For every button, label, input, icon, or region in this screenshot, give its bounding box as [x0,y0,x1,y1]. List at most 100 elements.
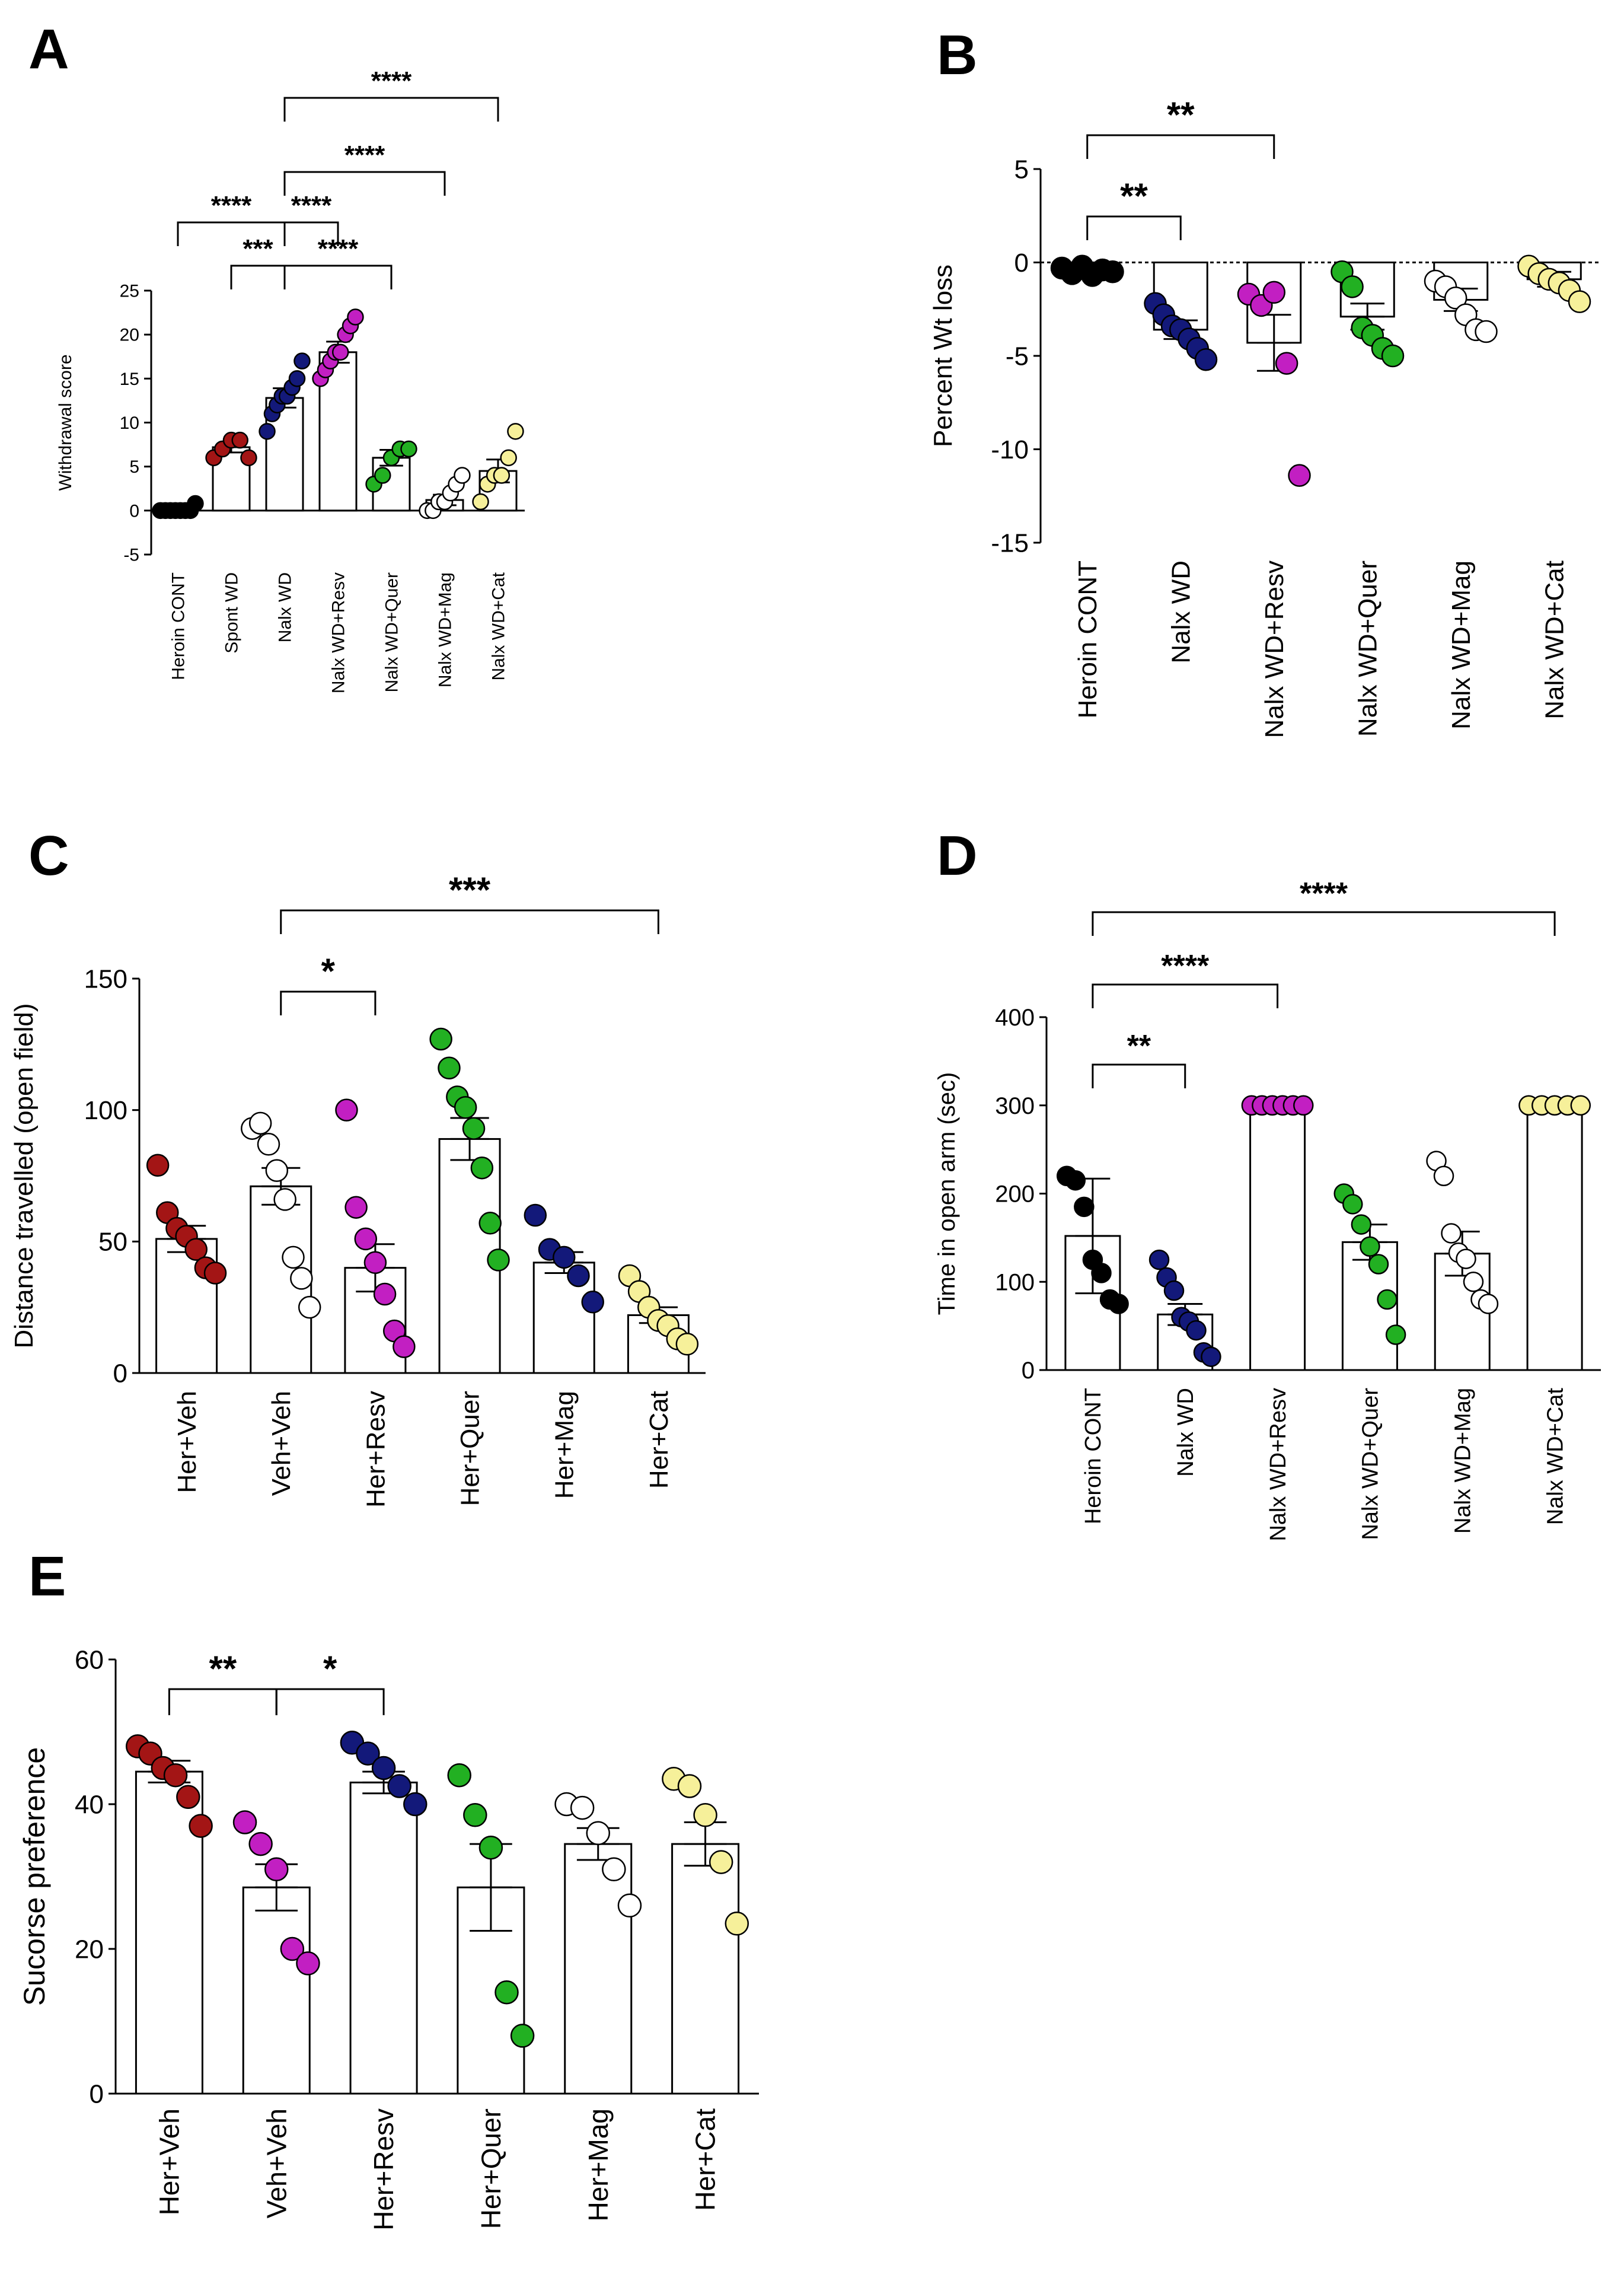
data-point [1074,1196,1095,1218]
data-point [163,1763,188,1788]
data-point [1368,1254,1389,1275]
y-tick-label: 400 [995,1005,1035,1031]
data-point [1288,464,1311,487]
data-point [1385,1324,1406,1345]
y-tick-label: 100 [84,1096,127,1125]
data-point [478,1212,502,1235]
data-point [617,1893,642,1918]
data-point [1201,1346,1221,1367]
data-point [282,1245,305,1269]
x-category-label: Nalx WD+Cat [489,572,509,680]
significance-label: * [323,1649,337,1689]
y-tick-label: 150 [84,964,127,993]
x-category-label: Nalx WD+Resv [329,572,349,693]
significance-label: **** [371,66,412,95]
data-point [232,1810,257,1834]
data-point [1568,290,1591,313]
y-tick-label: 200 [995,1181,1035,1208]
significance-bracket [283,97,499,122]
x-category-label: Nalx WD+Quer [382,572,402,693]
x-category-label: Her+Mag [583,2108,614,2221]
data-point [1463,1272,1484,1292]
significance-bracket [1092,1063,1186,1088]
panel-label-b: B [937,24,978,87]
x-category-label: Nalx WD [1167,560,1196,664]
data-point [290,1267,313,1290]
y-tick-label: 100 [995,1269,1035,1295]
significance-label: **** [1161,949,1210,983]
data-point [1163,1280,1185,1301]
chart-panel-b: -15 -10 -5 0 5 Percent Wt loss Heroin CONT Nalx… [929,95,1601,738]
x-category-label: Nalx WD+Mag [436,572,455,687]
data-point [1433,1165,1454,1186]
panel-label-e: E [28,1545,66,1608]
data-point [240,449,257,467]
data-point [259,423,276,440]
data-point [1108,1294,1129,1314]
data-point [1570,1095,1591,1116]
data-point [335,1098,358,1122]
significance-label: **** [318,234,359,263]
x-category-label: Nalx WD+Resv [1260,560,1289,738]
panel-label-d: D [937,824,978,887]
data-point [347,308,364,326]
y-tick-label: 25 [120,282,139,301]
data-point [500,449,517,467]
x-category-label: Her+Quer [455,1391,484,1506]
data-point [570,1795,595,1820]
data-point [675,1332,699,1356]
bar [1526,1104,1583,1371]
data-point [1091,1263,1112,1283]
chart-panel-e: 0 20 40 60 Sucorse preference Her+Veh Veh+Veh H… [18,1645,759,2231]
data-point [356,1741,380,1766]
x-category-label: Her+Mag [550,1391,579,1499]
y-tick-label: 5 [129,457,139,477]
data-point [586,1821,610,1846]
significance-label: ** [209,1649,237,1689]
data-point [1293,1095,1314,1116]
bar [242,1886,311,2095]
x-category-label: Nalx WD+Cat [1540,560,1569,719]
data-point [472,493,489,511]
data-point [524,1203,547,1227]
data-point [1148,1249,1170,1270]
x-category-label: Nalx WD+Quer [1354,560,1383,737]
y-axis-title: Time in open arm (sec) [934,1072,960,1315]
significance-bracket [1092,983,1279,1008]
data-point [1441,1223,1462,1244]
y-tick-label: 0 [113,1359,127,1388]
y-tick-label: 60 [75,1645,104,1674]
significance-label: ** [1120,176,1148,216]
x-category-label: Nalx WD+Resv [1266,1388,1291,1541]
data-point [1444,286,1467,310]
x-category-label: Veh+Veh [267,1391,296,1496]
data-point [553,1245,576,1269]
x-category-label: Heroin CONT [1073,560,1102,719]
data-point [331,343,349,361]
significance-bracket [283,171,446,196]
y-tick-label: -15 [991,528,1029,558]
y-tick-label: -5 [1006,342,1029,371]
data-point [693,1803,717,1827]
significance-label: ** [1167,95,1195,135]
data-point [231,431,248,449]
bar [1249,1104,1306,1371]
panel-label-c: C [28,824,69,887]
significance-bracket [1086,134,1275,159]
significance-bracket [280,909,659,934]
data-point [1194,348,1218,371]
data-point [438,1056,461,1079]
significance-label: **** [291,191,332,220]
data-point [725,1912,749,1936]
data-point [494,1980,519,2005]
data-point [248,1111,272,1135]
data-point [454,467,471,484]
significance-label: ** [1127,1029,1151,1063]
x-category-label: Her+Quer [476,2108,506,2229]
significance-bracket [1086,215,1182,240]
data-point [454,1095,477,1119]
y-tick-label: 15 [120,369,139,389]
significance-bracket [280,990,377,1015]
data-point [257,1133,280,1156]
data-point [187,495,204,512]
